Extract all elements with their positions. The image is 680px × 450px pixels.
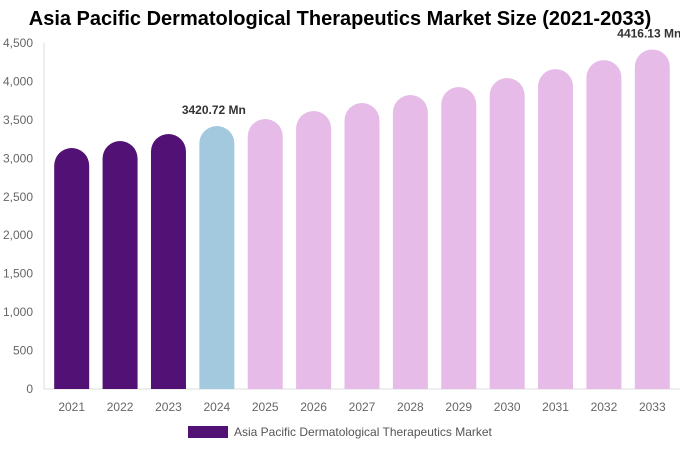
bar-2025 [247, 119, 283, 390]
y-tick-label: 4,500 [3, 36, 33, 50]
y-tick-label: 1,500 [3, 267, 33, 281]
bar-2023 [150, 134, 186, 389]
bar-2027 [344, 103, 380, 389]
bar-2032 [586, 60, 622, 390]
y-tick-label: 4,000 [3, 74, 33, 88]
bar-2028 [392, 95, 428, 390]
y-tick-label: 0 [26, 382, 33, 396]
x-tick-label: 2028 [397, 400, 424, 414]
bar-2029 [441, 87, 477, 389]
x-tick-label: 2022 [107, 400, 134, 414]
legend-label: Asia Pacific Dermatological Therapeutics… [234, 425, 492, 439]
x-tick-label: 2026 [300, 400, 327, 414]
x-tick-label: 2025 [252, 400, 279, 414]
data-label-2024: 3420.72 Mn [182, 103, 246, 117]
bar-2030 [489, 78, 525, 390]
bar-2024 [199, 125, 235, 389]
x-tick-label: 2030 [494, 400, 521, 414]
bar-2033 [634, 49, 670, 389]
y-tick-label: 500 [13, 344, 33, 358]
y-tick-label: 3,000 [3, 151, 33, 165]
x-tick-label: 2029 [445, 400, 472, 414]
legend-swatch [188, 426, 228, 438]
x-tick-label: 2024 [203, 400, 230, 414]
bar-2022 [102, 141, 138, 389]
bar-2031 [538, 69, 574, 389]
x-tick-label: 2023 [155, 400, 182, 414]
x-tick-label: 2033 [639, 400, 666, 414]
chart-title: Asia Pacific Dermatological Therapeutics… [28, 8, 652, 30]
y-tick-label: 2,500 [3, 190, 33, 204]
x-tick-label: 2027 [349, 400, 376, 414]
y-tick-label: 1,000 [3, 305, 33, 319]
y-tick-label: 2,000 [3, 228, 33, 242]
data-label-2033: 4416.13 Mn [617, 26, 680, 40]
x-tick-label: 2021 [58, 400, 85, 414]
x-tick-label: 2031 [542, 400, 569, 414]
bar-2026 [296, 111, 332, 389]
y-tick-label: 3,500 [3, 113, 33, 127]
legend: Asia Pacific Dermatological Therapeutics… [188, 425, 492, 439]
bar-2021 [54, 148, 90, 389]
x-tick-label: 2032 [591, 400, 618, 414]
